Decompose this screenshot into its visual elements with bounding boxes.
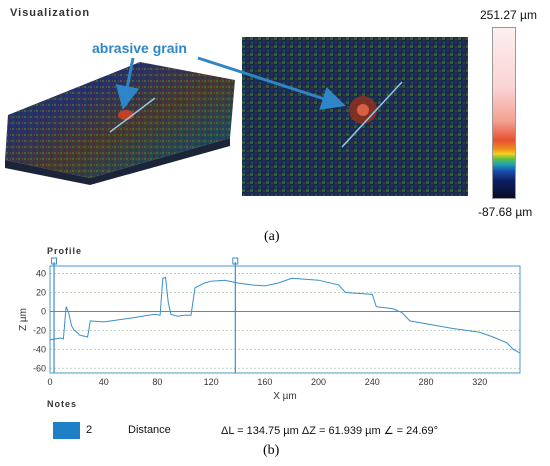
x-tick-label: 120 (204, 377, 219, 387)
y-tick-label: 0 (41, 306, 46, 316)
surface-2d-view[interactable] (242, 37, 468, 196)
x-tick-label: 240 (365, 377, 380, 387)
y-tick-label: -20 (33, 325, 46, 335)
note-type: Distance (128, 424, 171, 436)
caption-b: (b) (263, 443, 280, 458)
x-tick-label: 320 (472, 377, 487, 387)
scale-min-label: -87.68 µm (478, 205, 533, 219)
x-tick-label: 200 (311, 377, 326, 387)
visualization-title: Visualization (10, 7, 91, 19)
x-tick-label: 80 (152, 377, 162, 387)
x-tick-label: 160 (257, 377, 272, 387)
color-scale-bar (492, 27, 516, 199)
note-measurement: ΔL = 134.75 µm ΔZ = 61.939 µm ∠ = 24.69° (221, 425, 439, 437)
y-tick-label: -60 (33, 363, 46, 373)
note-color-swatch[interactable] (53, 422, 80, 439)
profile-title: Profile (47, 246, 83, 256)
x-axis-label: X µm (273, 391, 297, 402)
note-index: 2 (86, 424, 93, 436)
cursor-handle[interactable] (232, 257, 239, 265)
caption-a: (a) (264, 229, 280, 244)
x-tick-label: 280 (418, 377, 433, 387)
y-tick-label: 20 (36, 288, 46, 298)
scale-max-label: 251.27 µm (480, 8, 537, 22)
x-tick-label: 0 (47, 377, 52, 387)
y-tick-label: 40 (36, 269, 46, 279)
surface-3d-side (5, 138, 230, 185)
plot-frame (49, 265, 521, 374)
y-axis-label: Z µm (18, 308, 29, 331)
surface-3d-view[interactable] (0, 50, 240, 185)
notes-title: Notes (47, 399, 78, 409)
y-tick-label: -40 (33, 344, 46, 354)
cursor-handle[interactable] (51, 257, 58, 265)
profile-grid (50, 273, 520, 369)
x-tick-label: 40 (99, 377, 109, 387)
abrasive-grain-label: abrasive grain (92, 40, 187, 56)
annotation-arrows (115, 56, 346, 110)
profile-line (49, 276, 521, 354)
